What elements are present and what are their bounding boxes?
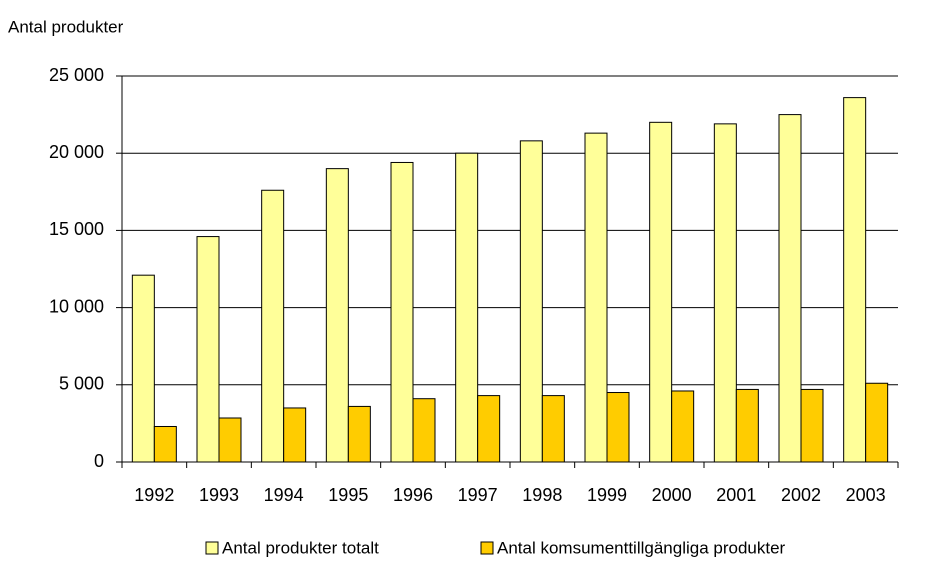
bar [153,425,177,463]
legend-label: Antal komsumenttillgängliga produkter [497,538,786,557]
y-tick-label: 0 [94,451,104,471]
bar [283,407,307,463]
y-tick-label: 20 000 [49,142,104,162]
legend-label: Antal produkter totalt [222,538,379,557]
bar [455,152,479,463]
bar [800,388,824,463]
bar [347,405,371,463]
y-tick-label: 25 000 [49,65,104,85]
y-tick-label: 15 000 [49,219,104,239]
x-tick-label: 1997 [458,485,498,505]
bar [412,398,436,463]
x-tick-label: 2001 [716,485,756,505]
bar [325,168,349,463]
bar [131,274,155,463]
bar [865,382,889,463]
bar [196,236,220,463]
y-tick-label: 5 000 [59,374,104,394]
x-tick-label: 2000 [652,485,692,505]
x-tick-label: 1994 [264,485,304,505]
legend-swatch [480,541,494,555]
y-axis-label: Antal produkter [8,17,124,36]
bar [390,161,414,463]
bar [713,123,737,463]
bar [584,132,608,463]
bar [735,388,759,463]
x-tick-label: 1992 [134,485,174,505]
x-tick-label: 2002 [781,485,821,505]
bar [843,97,867,463]
y-tick-label: 10 000 [49,296,104,316]
bar [671,390,695,463]
bar [477,395,501,463]
x-tick-label: 1993 [199,485,239,505]
bar [261,189,285,463]
bar [778,114,802,463]
bar [218,417,242,463]
x-tick-label: 1998 [522,485,562,505]
bar [606,392,630,463]
bar [519,140,543,463]
bar [541,395,565,463]
x-tick-label: 2003 [846,485,886,505]
legend-swatch [205,541,219,555]
x-tick-label: 1996 [393,485,433,505]
x-tick-label: 1999 [587,485,627,505]
bar [649,121,673,463]
x-tick-label: 1995 [328,485,368,505]
